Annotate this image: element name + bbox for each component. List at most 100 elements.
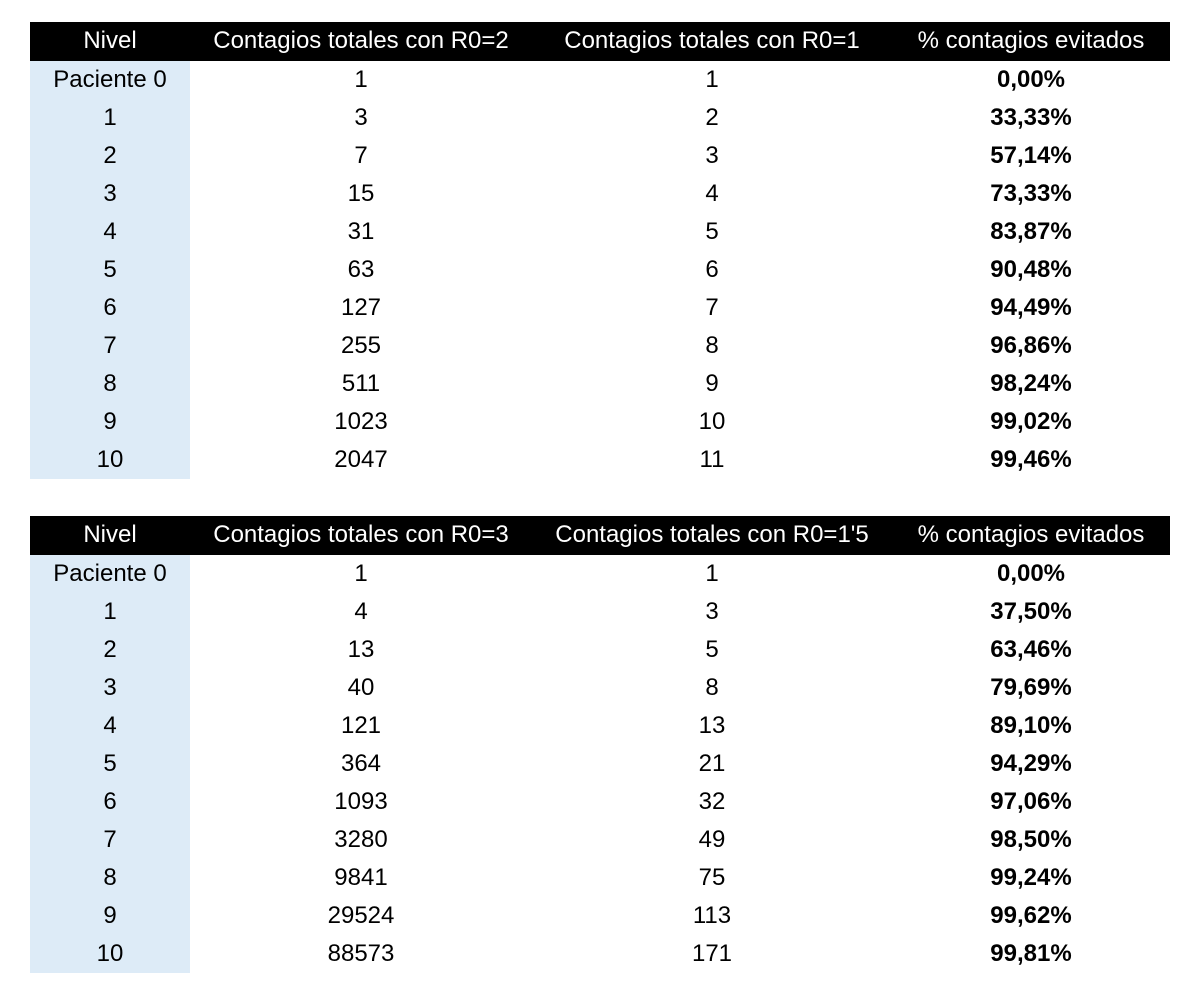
nivel-cell: 10 <box>30 935 190 973</box>
contagios-a-cell: 2047 <box>334 446 388 473</box>
contagios-a-cell: 1093 <box>334 788 388 815</box>
table-row: 8 511 9 98,24% <box>30 365 1170 403</box>
nivel-cell: 6 <box>30 289 190 327</box>
contagios-b-cell: 4 <box>705 180 719 207</box>
nivel-cell: 9 <box>30 403 190 441</box>
evitados-cell: 99,24% <box>990 864 1072 891</box>
contagios-b-cell: 5 <box>705 636 719 663</box>
table-row: 3 15 4 73,33% <box>30 175 1170 213</box>
contagios-b-cell: 7 <box>705 294 719 321</box>
contagios-a-cell: 1 <box>354 66 368 93</box>
header-contagios-a: Contagios totales con R0=2 <box>213 27 509 54</box>
header-contagios-b: Contagios totales con R0=1 <box>564 27 860 54</box>
evitados-cell: 73,33% <box>990 180 1072 207</box>
contagios-a-cell: 511 <box>341 370 381 397</box>
table-row: 7 255 8 96,86% <box>30 327 1170 365</box>
table-r0-2-vs-r0-1: Nivel Contagios totales con R0=2 Contagios… <box>30 22 1170 479</box>
contagios-a-cell: 13 <box>347 636 375 663</box>
header-contagios-b: Contagios totales con R0=1'5 <box>555 521 869 548</box>
evitados-cell: 0,00% <box>996 560 1066 587</box>
contagios-b-cell: 11 <box>699 446 725 473</box>
evitados-cell: 96,86% <box>990 332 1072 359</box>
evitados-cell: 99,46% <box>990 446 1072 473</box>
evitados-cell: 37,50% <box>990 598 1072 625</box>
contagios-b-cell: 3 <box>705 598 719 625</box>
nivel-cell: Paciente 0 <box>30 555 190 593</box>
header-contagios-a: Contagios totales con R0=3 <box>213 521 509 548</box>
header-evitados: % contagios evitados <box>917 27 1145 54</box>
contagios-b-cell: 2 <box>705 104 719 131</box>
nivel-cell: 5 <box>30 745 190 783</box>
table-row: 1 4 3 37,50% <box>30 593 1170 631</box>
nivel-cell: 7 <box>30 327 190 365</box>
evitados-cell: 89,10% <box>990 712 1072 739</box>
contagios-b-cell: 3 <box>705 142 719 169</box>
contagios-a-cell: 121 <box>340 712 382 739</box>
header-nivel: Nivel <box>83 521 137 548</box>
contagios-a-cell: 15 <box>347 180 375 207</box>
evitados-cell: 83,87% <box>990 218 1072 245</box>
evitados-cell: 99,81% <box>990 940 1072 967</box>
table-row: 9 29524 113 99,62% <box>30 897 1170 935</box>
table-row: 10 88573 171 99,81% <box>30 935 1170 973</box>
header-evitados: % contagios evitados <box>917 521 1145 548</box>
header-row: Nivel Contagios totales con R0=3 Contagios… <box>30 516 1170 555</box>
contagios-b-cell: 9 <box>705 370 719 397</box>
contagios-b-cell: 32 <box>698 788 726 815</box>
contagios-b-cell: 8 <box>705 674 719 701</box>
nivel-cell: 1 <box>30 99 190 137</box>
nivel-cell: 3 <box>30 669 190 707</box>
contagios-b-cell: 49 <box>698 826 726 853</box>
evitados-cell: 98,50% <box>990 826 1072 853</box>
contagios-b-cell: 1 <box>705 560 719 587</box>
contagios-a-cell: 364 <box>340 750 382 777</box>
evitados-cell: 79,69% <box>990 674 1072 701</box>
nivel-cell: 2 <box>30 137 190 175</box>
nivel-cell: 4 <box>30 213 190 251</box>
contagios-b-cell: 113 <box>692 902 732 929</box>
table-row: Paciente 0 1 1 0,00% <box>30 555 1170 593</box>
table-row: 6 1093 32 97,06% <box>30 783 1170 821</box>
contagios-b-cell: 6 <box>705 256 719 283</box>
nivel-cell: 7 <box>30 821 190 859</box>
contagios-b-cell: 8 <box>705 332 719 359</box>
table-row: 10 2047 11 99,46% <box>30 441 1170 479</box>
header-nivel: Nivel <box>83 27 137 54</box>
contagios-a-cell: 63 <box>347 256 375 283</box>
contagios-a-cell: 3 <box>354 104 368 131</box>
table-row: 3 40 8 79,69% <box>30 669 1170 707</box>
contagios-b-cell: 21 <box>698 750 726 777</box>
contagios-a-cell: 1 <box>354 560 368 587</box>
contagios-a-cell: 127 <box>340 294 382 321</box>
evitados-cell: 90,48% <box>990 256 1072 283</box>
table-row: 2 7 3 57,14% <box>30 137 1170 175</box>
nivel-cell: 2 <box>30 631 190 669</box>
contagios-a-cell: 31 <box>347 218 375 245</box>
evitados-cell: 94,29% <box>990 750 1072 777</box>
nivel-cell: 5 <box>30 251 190 289</box>
evitados-cell: 99,02% <box>990 408 1072 435</box>
table-row: Paciente 0 1 1 0,00% <box>30 61 1170 99</box>
contagios-b-cell: 10 <box>698 408 726 435</box>
contagios-b-cell: 171 <box>691 940 733 967</box>
contagios-a-cell: 40 <box>347 674 375 701</box>
contagios-b-cell: 75 <box>698 864 726 891</box>
contagios-a-cell: 3280 <box>334 826 388 853</box>
contagios-b-cell: 1 <box>705 66 719 93</box>
table-r0-3-vs-r0-1-5: Nivel Contagios totales con R0=3 Contagios… <box>30 516 1170 973</box>
contagios-a-cell: 9841 <box>334 864 388 891</box>
table-row: 4 31 5 83,87% <box>30 213 1170 251</box>
contagios-a-cell: 88573 <box>327 940 395 967</box>
table-row: 5 364 21 94,29% <box>30 745 1170 783</box>
evitados-cell: 33,33% <box>990 104 1072 131</box>
nivel-cell: 10 <box>30 441 190 479</box>
table-row: 9 1023 10 99,02% <box>30 403 1170 441</box>
contagios-b-cell: 5 <box>705 218 719 245</box>
contagios-a-cell: 1023 <box>334 408 388 435</box>
nivel-cell: Paciente 0 <box>30 61 190 99</box>
table-row: 4 121 13 89,10% <box>30 707 1170 745</box>
contagios-b-cell: 13 <box>698 712 726 739</box>
evitados-cell: 94,49% <box>990 294 1072 321</box>
contagios-a-cell: 255 <box>340 332 382 359</box>
evitados-cell: 98,24% <box>990 370 1072 397</box>
